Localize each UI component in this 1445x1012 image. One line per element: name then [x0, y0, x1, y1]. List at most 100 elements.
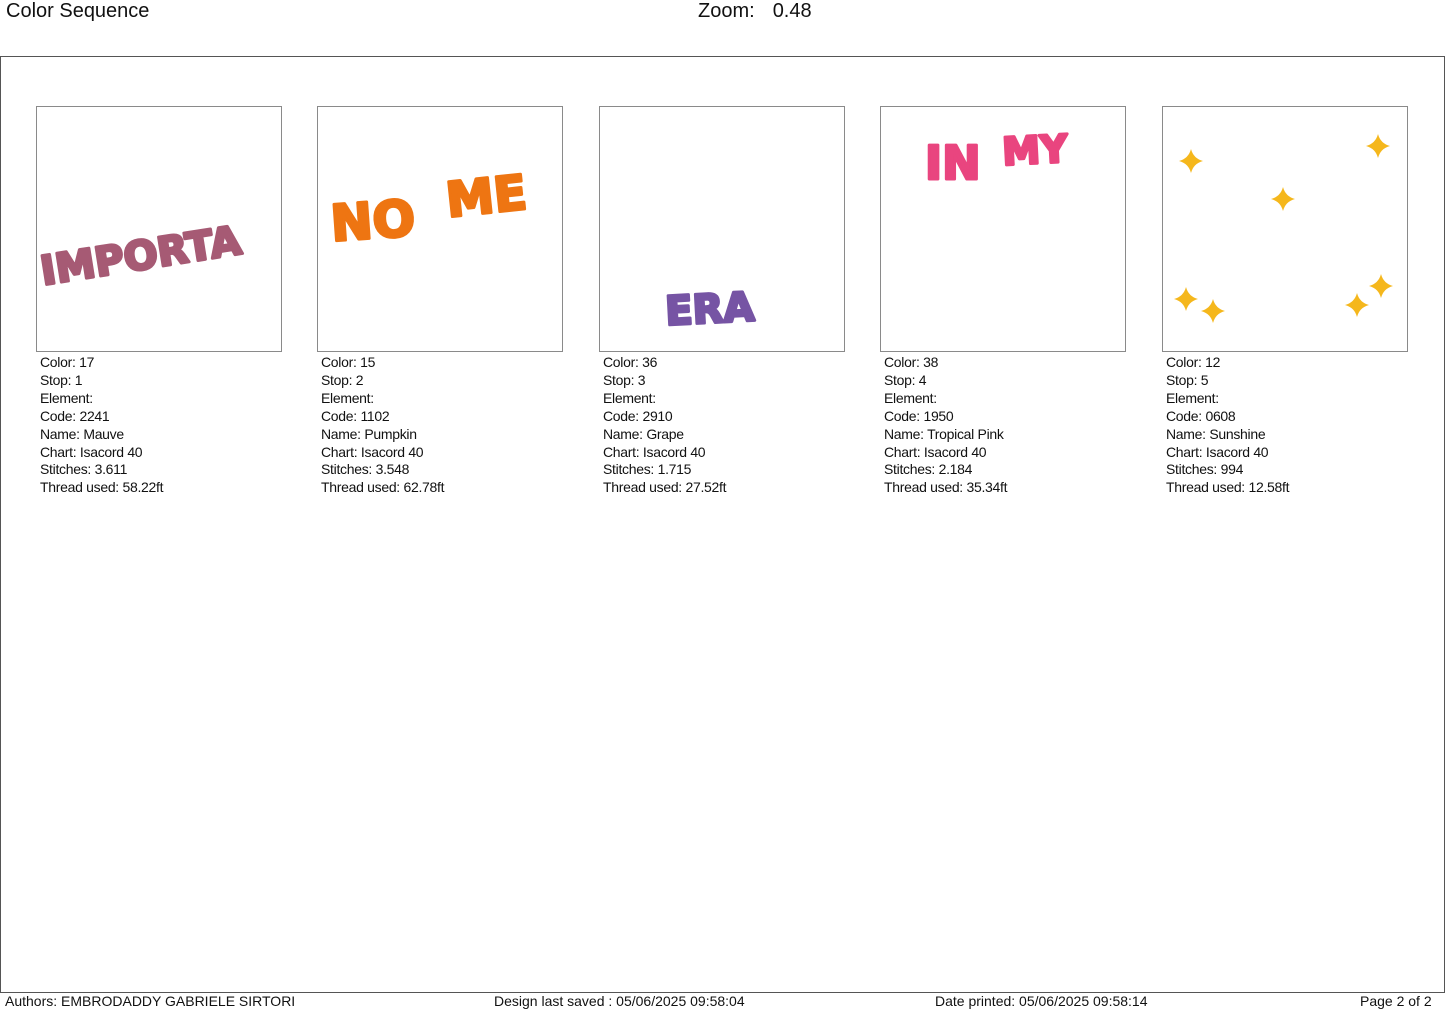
detail-label: Color:: [40, 354, 80, 370]
detail-label: Chart:: [1166, 443, 1206, 460]
detail-label: Stitches:: [321, 461, 376, 478]
stop-details: Color: 38 Stop: 4 Element: Code: 1950 Name: …: [880, 354, 1126, 497]
detail-label: Code:: [603, 407, 643, 424]
stop-thumbnail: ERA: [599, 106, 845, 352]
detail-value: 994: [1220, 461, 1244, 478]
color-stop-card: Color: 12 Stop: 5 Element: Code: 0608 Name: …: [1162, 106, 1408, 497]
detail-name: Name: Grape: [603, 426, 845, 444]
detail-stop: Stop: 5: [1166, 372, 1408, 390]
detail-code: Code: 1102: [321, 408, 563, 426]
detail-code: Code: 1950: [884, 408, 1126, 426]
detail-value: 1.715: [657, 461, 692, 478]
detail-name: Name: Sunshine: [1166, 426, 1408, 444]
detail-stop: Stop: 3: [603, 372, 845, 390]
detail-stitches: Stitches: 994: [1166, 461, 1408, 479]
detail-label: Stop:: [1166, 371, 1201, 388]
detail-label: Chart:: [40, 443, 80, 460]
detail-element: Element:: [603, 390, 845, 408]
detail-label: Chart:: [884, 443, 924, 460]
detail-thread: Thread used: 12.58ft: [1166, 479, 1408, 497]
detail-thread: Thread used: 62.78ft: [321, 479, 563, 497]
stop-details: Color: 17 Stop: 1 Element: Code: 2241 Name: …: [36, 354, 282, 497]
zoom-value: 0.48: [772, 0, 812, 22]
detail-label: Color:: [1166, 354, 1206, 370]
detail-value: 12: [1205, 354, 1221, 370]
design-lettering: IN: [925, 136, 981, 190]
detail-stop: Stop: 1: [40, 372, 282, 390]
detail-label: Name:: [603, 425, 647, 442]
detail-label: Stitches:: [1166, 461, 1221, 478]
stop-details: Color: 15 Stop: 2 Element: Code: 1102 Name: …: [317, 354, 563, 497]
detail-code: Code: 2241: [40, 408, 282, 426]
detail-label: Code:: [321, 407, 361, 424]
sparkle-star-icon: [1271, 187, 1295, 211]
detail-label: Element:: [603, 389, 656, 406]
detail-name: Name: Mauve: [40, 426, 282, 444]
footer-date-printed: Date printed: 05/06/2025 09:58:14: [935, 993, 1148, 1009]
detail-label: Stop:: [884, 371, 919, 388]
detail-color: Color: 38: [884, 354, 1126, 372]
detail-label: Color:: [603, 354, 643, 370]
detail-value: 3.611: [94, 461, 128, 478]
detail-value: 3: [637, 371, 646, 388]
design-lettering: ME: [443, 165, 529, 229]
detail-value: Isacord 40: [360, 443, 424, 460]
detail-value: 0608: [1205, 407, 1236, 424]
detail-stitches: Stitches: 1.715: [603, 461, 845, 479]
stop-thumbnail: NO ME: [317, 106, 563, 352]
detail-value: Isacord 40: [923, 443, 987, 460]
embroidery-preview: IN MY: [924, 125, 1071, 191]
design-lettering: ERA: [664, 284, 755, 335]
stop-details: Color: 12 Stop: 5 Element: Code: 0608 Name: …: [1162, 354, 1408, 497]
detail-stop: Stop: 2: [321, 372, 563, 390]
detail-chart: Chart: Isacord 40: [603, 444, 845, 462]
detail-label: Element:: [1166, 389, 1219, 406]
detail-value: 1102: [360, 407, 390, 424]
detail-label: Stop:: [321, 371, 356, 388]
detail-name: Name: Pumpkin: [321, 426, 563, 444]
detail-stitches: Stitches: 3.611: [40, 461, 282, 479]
detail-color: Color: 36: [603, 354, 845, 372]
detail-label: Thread used:: [1166, 479, 1249, 496]
detail-label: Stop:: [40, 371, 75, 388]
detail-element: Element:: [884, 390, 1126, 408]
detail-label: Code:: [40, 407, 80, 424]
detail-color: Color: 15: [321, 354, 563, 372]
detail-value: 12.58ft: [1248, 479, 1290, 496]
detail-code: Code: 0608: [1166, 408, 1408, 426]
detail-name: Name: Tropical Pink: [884, 426, 1126, 444]
detail-value: 1950: [923, 407, 954, 424]
zoom-label: Zoom:: [698, 0, 755, 22]
detail-value: Mauve: [83, 425, 124, 442]
color-stop-card: ERA Color: 36 Stop: 3 Element: Code: 2910 Nam…: [599, 106, 845, 497]
detail-label: Chart:: [321, 443, 361, 460]
detail-stop: Stop: 4: [884, 372, 1126, 390]
detail-value: 2910: [642, 407, 673, 424]
color-stop-card: IN MY Color: 38 Stop: 4 Element: Code: 1950 Na…: [880, 106, 1126, 497]
detail-value: 2.184: [938, 461, 973, 478]
detail-chart: Chart: Isacord 40: [321, 444, 563, 462]
stop-details: Color: 36 Stop: 3 Element: Code: 2910 Name: …: [599, 354, 845, 497]
detail-chart: Chart: Isacord 40: [884, 444, 1126, 462]
detail-label: Name:: [321, 425, 365, 442]
detail-value: 15: [360, 354, 376, 370]
sparkle-star-icon: [1369, 274, 1393, 298]
detail-label: Name:: [884, 425, 928, 442]
detail-label: Element:: [40, 389, 93, 406]
page-title: Color Sequence: [6, 0, 150, 22]
detail-value: 17: [79, 354, 95, 370]
detail-label: Name:: [40, 425, 84, 442]
detail-color: Color: 17: [40, 354, 282, 372]
detail-label: Thread used:: [321, 479, 404, 496]
embroidery-preview: ERA: [663, 283, 757, 337]
sparkle-star-icon: [1179, 149, 1203, 173]
detail-chart: Chart: Isacord 40: [1166, 444, 1408, 462]
sparkle-star-icon: [1201, 299, 1225, 323]
detail-value: Sunshine: [1209, 425, 1266, 442]
detail-value: 2241: [79, 407, 110, 424]
detail-value: 36: [642, 354, 658, 370]
detail-value: 1: [74, 371, 83, 388]
detail-value: 5: [1200, 371, 1209, 388]
detail-value: Isacord 40: [79, 443, 143, 460]
embroidery-preview: NO ME: [327, 163, 531, 254]
